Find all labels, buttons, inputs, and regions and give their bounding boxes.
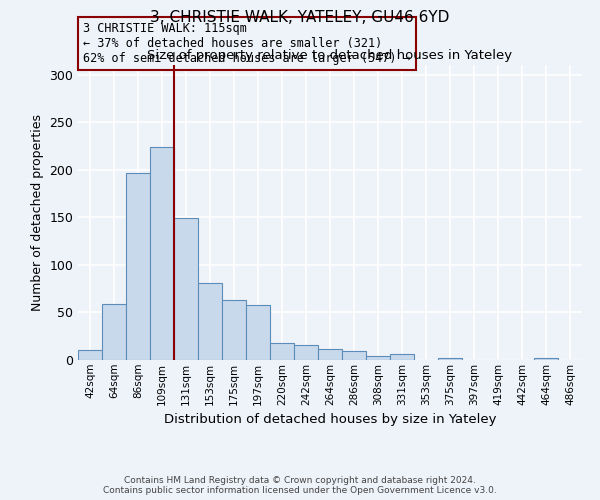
Bar (150, 147, 174, 360)
Title: Size of property relative to detached houses in Yateley: Size of property relative to detached ho… (148, 50, 512, 62)
Bar (294, 345, 318, 360)
Bar (534, 358, 558, 360)
Bar (222, 300, 246, 360)
Bar (246, 305, 270, 360)
Bar (390, 354, 414, 360)
Y-axis label: Number of detached properties: Number of detached properties (31, 114, 44, 311)
Text: Contains HM Land Registry data © Crown copyright and database right 2024.
Contai: Contains HM Land Registry data © Crown c… (103, 476, 497, 495)
Bar (318, 348, 342, 360)
Bar (174, 218, 198, 360)
Bar (342, 352, 366, 360)
Bar (78, 350, 102, 360)
X-axis label: Distribution of detached houses by size in Yateley: Distribution of detached houses by size … (164, 413, 496, 426)
Bar (366, 356, 390, 360)
Bar (102, 304, 126, 360)
Bar (198, 283, 222, 360)
Text: 3, CHRISTIE WALK, YATELEY, GU46 6YD: 3, CHRISTIE WALK, YATELEY, GU46 6YD (151, 10, 449, 25)
Bar (270, 343, 294, 360)
Bar (126, 172, 150, 360)
Text: 3 CHRISTIE WALK: 115sqm
← 37% of detached houses are smaller (321)
62% of semi-d: 3 CHRISTIE WALK: 115sqm ← 37% of detache… (83, 22, 411, 65)
Bar (438, 358, 462, 360)
